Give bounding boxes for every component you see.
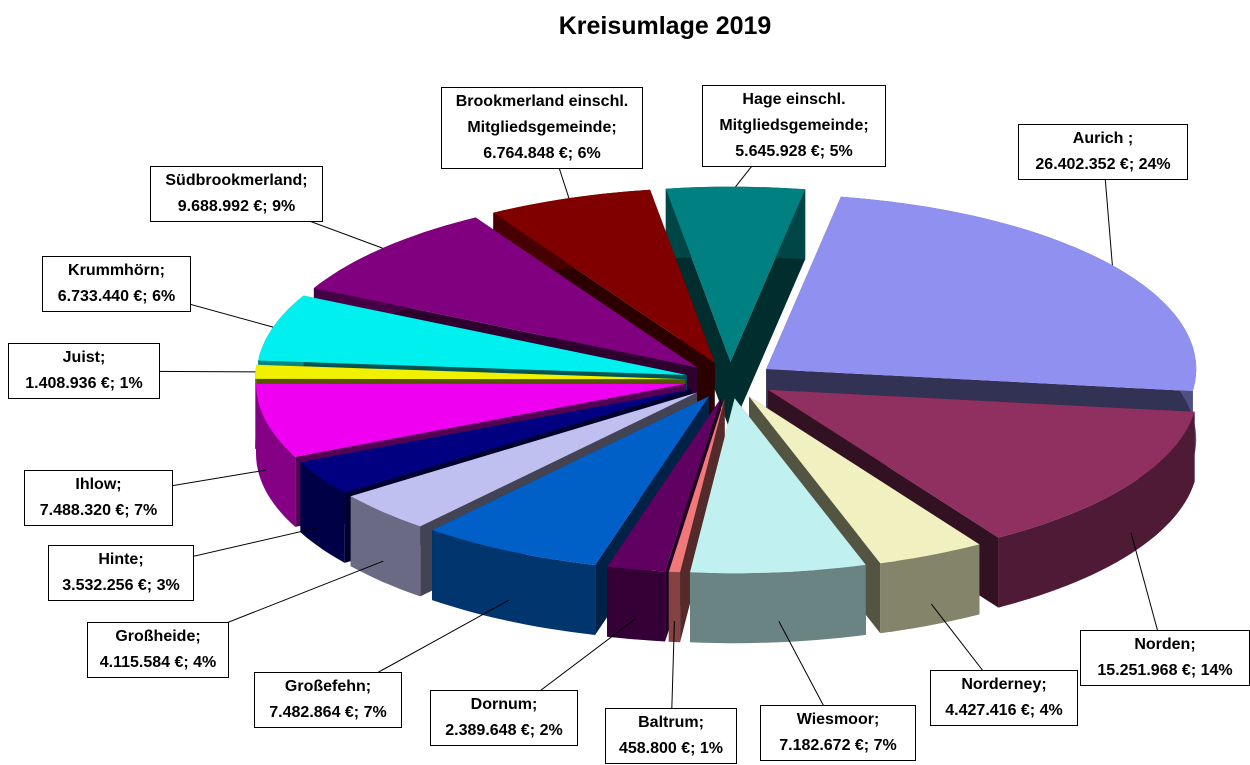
value-label: 7.488.320 €; 7% [39, 502, 158, 519]
category-label: Großefehn; [284, 678, 372, 695]
category-label: Baltrum; [638, 714, 704, 731]
value-label: 15.251.968 €; 14% [1097, 662, 1233, 679]
category-label: Dornum; [470, 696, 538, 713]
category-label: Hinte; [98, 551, 144, 568]
category-label: Krummhörn; [68, 262, 165, 279]
slice-side [432, 530, 596, 635]
category-label: Aurich ; [1072, 130, 1134, 147]
data-label: Großefehn; 7.482.864 €; 7% [254, 672, 402, 728]
data-label: Baltrum; 458.800 €; 1% [605, 708, 737, 764]
slice-top [766, 196, 1197, 392]
category-label: Ihlow; [75, 476, 122, 493]
data-label: Ihlow; 7.488.320 €; 7% [24, 470, 173, 526]
category-label: Brookmerland einschl. Mitgliedsgemeinde; [455, 93, 629, 136]
pie-slice [690, 398, 866, 644]
slice-top [768, 389, 1195, 538]
slice-top [432, 396, 710, 565]
slice-top [256, 383, 686, 457]
data-label: Juist; 1.408.936 €; 1% [8, 343, 160, 399]
slice-side [300, 462, 345, 563]
category-label: Hage einschl. Mitgliedsgemeinde; [719, 91, 869, 134]
slice-top [607, 398, 722, 572]
slice-top [258, 295, 687, 375]
slice-side [880, 544, 980, 634]
slice-side [998, 411, 1195, 608]
category-label: Südbrookmerland; [165, 172, 308, 189]
data-label: Brookmerland einschl. Mitgliedsgemeinde;… [441, 87, 643, 169]
category-label: Großheide; [115, 628, 201, 645]
slice-side [256, 383, 296, 527]
slice-top [665, 186, 806, 362]
data-label: Großheide; 4.115.584 €; 4% [87, 622, 229, 678]
data-label: Hinte; 3.532.256 €; 3% [48, 545, 194, 601]
value-label: 9.688.992 €; 9% [177, 198, 296, 215]
slice-top [690, 398, 866, 574]
value-label: 458.800 €; 1% [618, 740, 724, 757]
data-label: Norden; 15.251.968 €; 14% [1080, 630, 1250, 686]
category-label: Wiesmoor; [796, 711, 880, 728]
slice-top [350, 392, 698, 527]
slice-side [668, 571, 681, 643]
value-label: 26.402.352 €; 24% [1035, 156, 1171, 173]
value-label: 6.764.848 €; 6% [483, 145, 601, 162]
data-label: Krummhörn; 6.733.440 €; 6% [42, 256, 191, 312]
category-label: Norden; [1134, 636, 1196, 653]
value-label: 2.389.648 €; 2% [445, 722, 563, 739]
slice-top [300, 389, 692, 493]
slice-top [313, 217, 698, 368]
value-label: 3.532.256 €; 3% [62, 577, 180, 594]
data-label: Südbrookmerland; 9.688.992 €; 9% [150, 166, 323, 222]
category-label: Juist; [62, 349, 106, 366]
value-label: 7.482.864 €; 7% [269, 704, 387, 721]
slice-top [255, 364, 685, 380]
value-label: 6.733.440 €; 6% [57, 288, 176, 305]
data-label: Wiesmoor; 7.182.672 €; 7% [760, 705, 916, 761]
data-label: Norderney; 4.427.416 €; 4% [930, 670, 1078, 726]
slice-top [493, 189, 715, 363]
value-label: 4.115.584 €; 4% [99, 654, 217, 671]
slice-top [749, 396, 980, 564]
value-label: 4.427.416 €; 4% [945, 702, 1063, 719]
data-label: Aurich ; 26.402.352 €; 24% [1018, 124, 1188, 180]
data-label: Hage einschl. Mitgliedsgemeinde; 5.645.92… [702, 85, 886, 167]
chart-title: Kreisumlage 2019 [558, 12, 772, 40]
slice-side [350, 496, 421, 597]
slice-side [690, 564, 866, 644]
data-label: Dornum; 2.389.648 €; 2% [430, 690, 578, 746]
value-label: 1.408.936 €; 1% [25, 375, 143, 392]
value-label: 5.645.928 €; 5% [735, 143, 853, 160]
slice-top [668, 398, 725, 573]
category-label: Norderney; [961, 676, 1047, 693]
slice-side [607, 566, 666, 642]
value-label: 7.182.672 €; 7% [779, 737, 897, 754]
